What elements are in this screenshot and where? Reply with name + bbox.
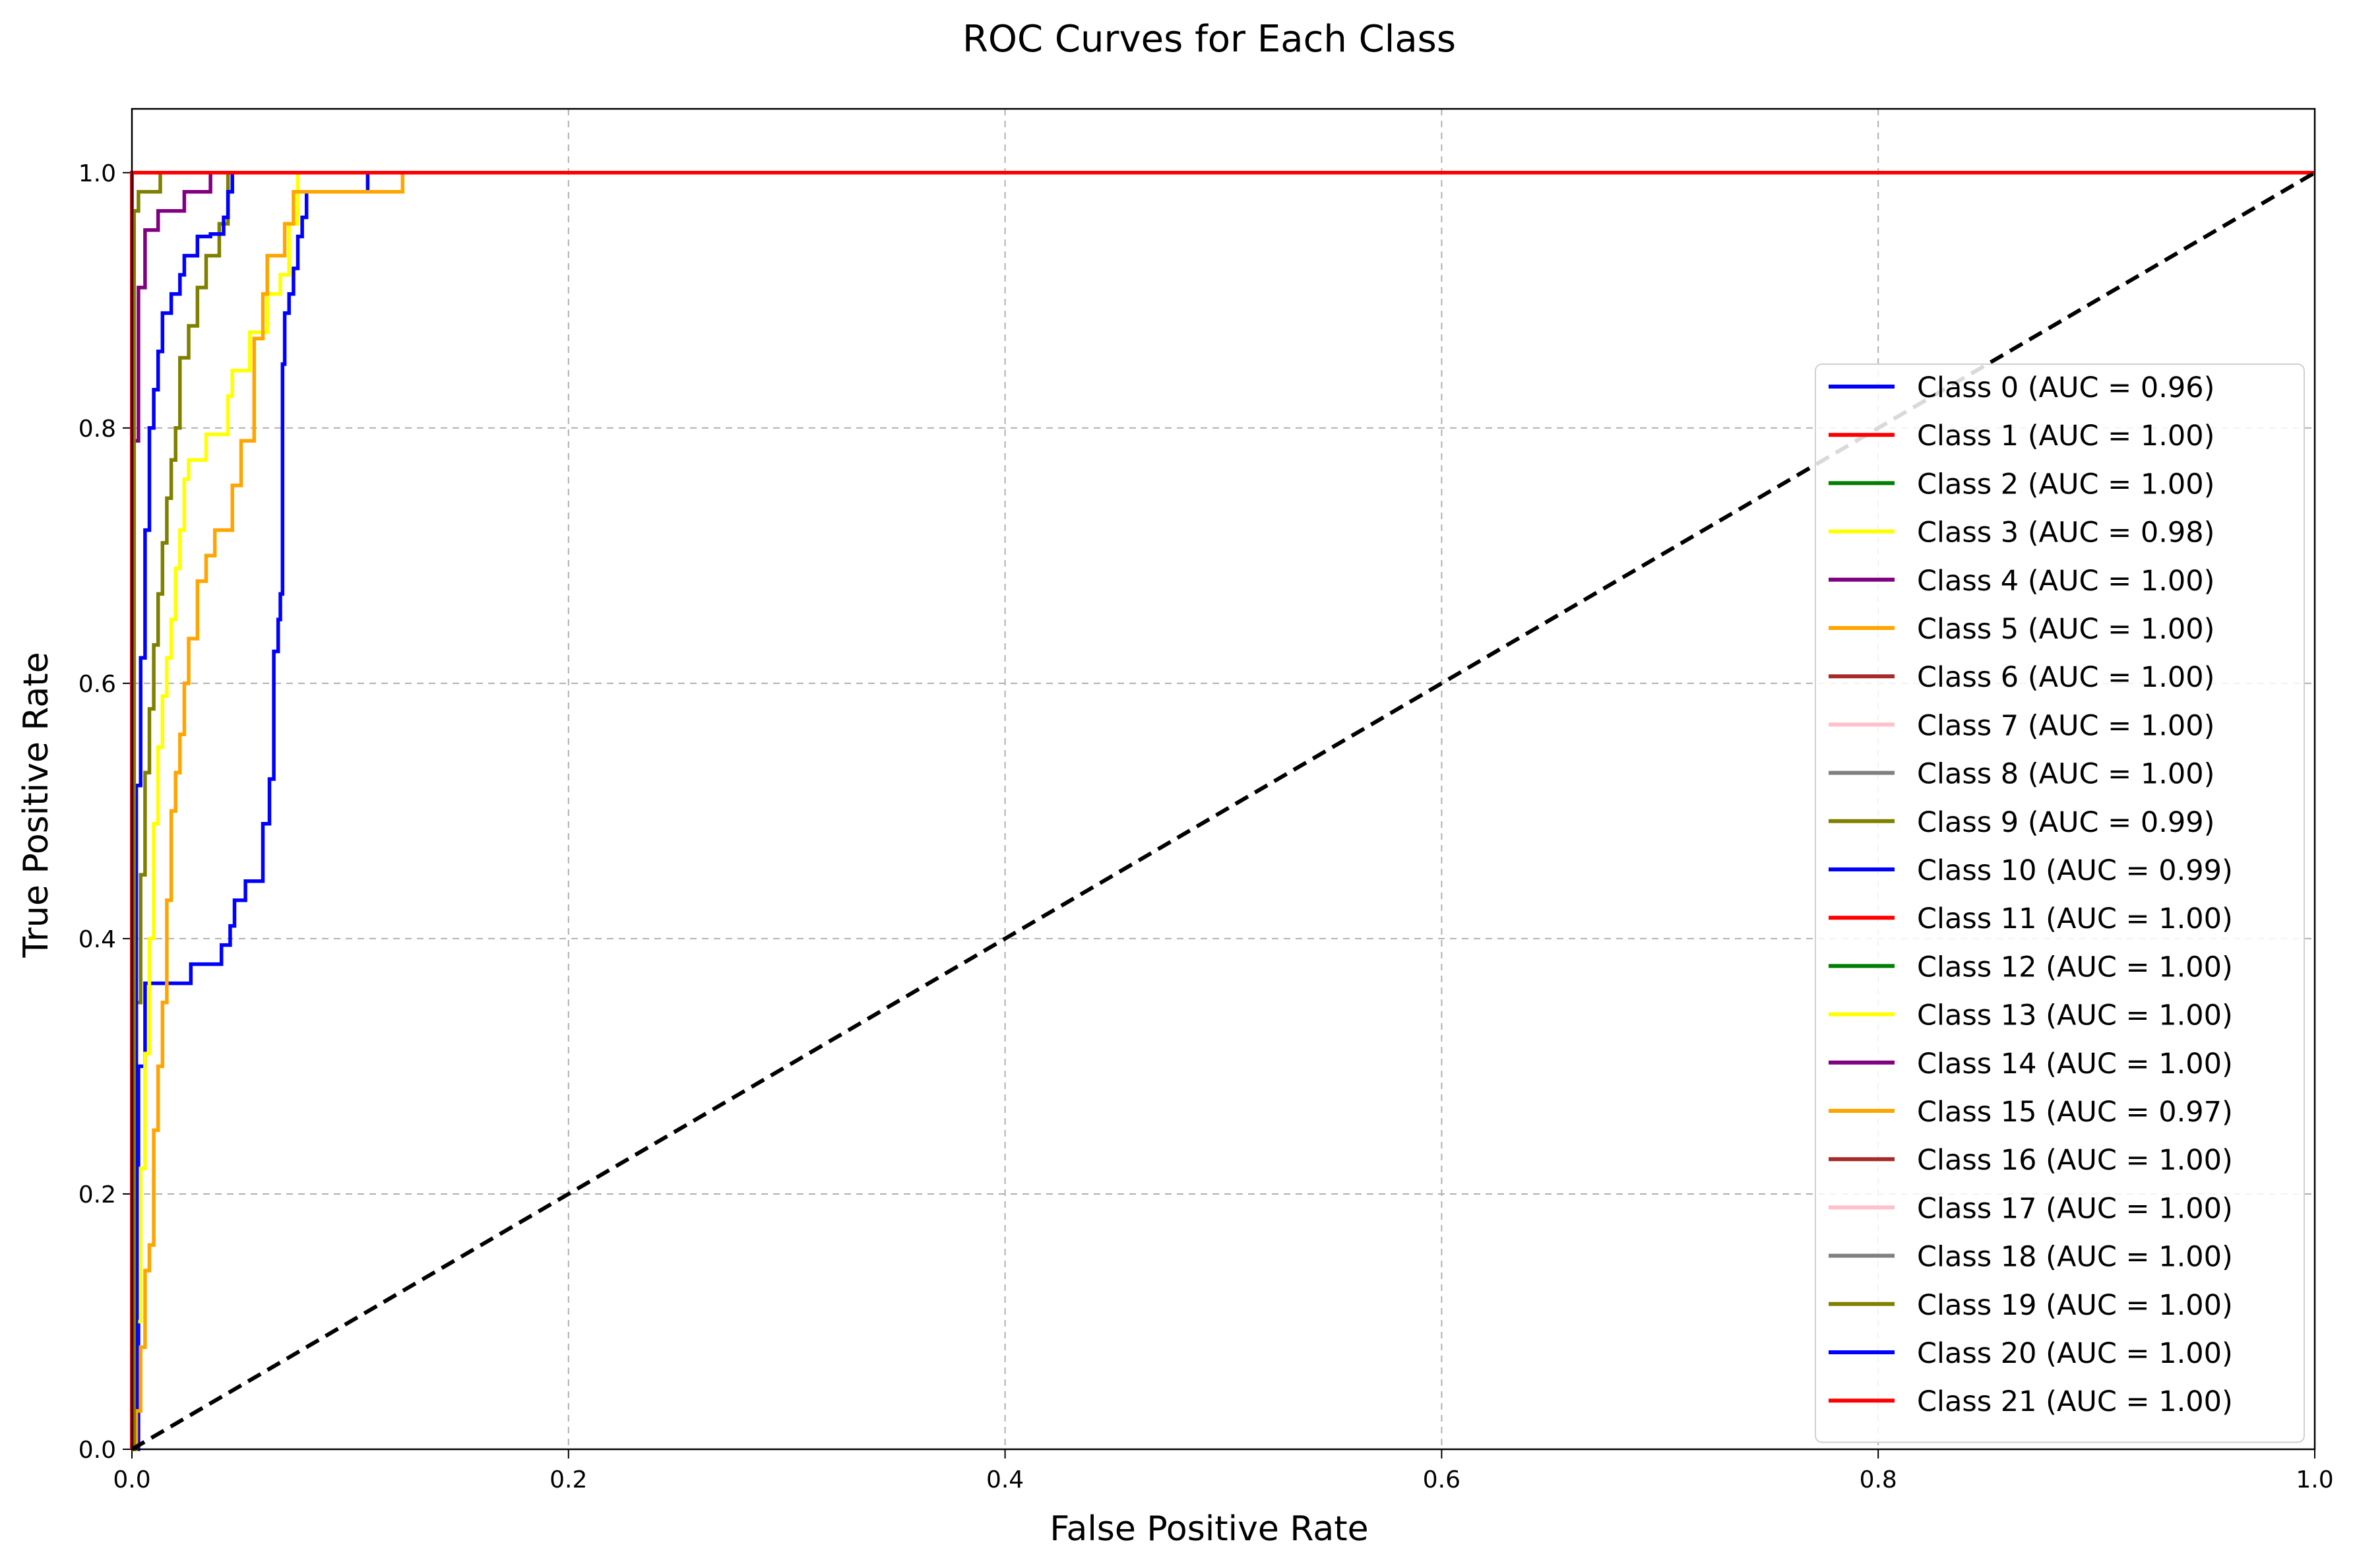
roc-line-class-15 [132,171,2315,1451]
x-tick-label: 0.0 [113,1466,150,1493]
legend-item: Class 6 (AUC = 1.00) [1829,661,2214,694]
legend-item: Class 3 (AUC = 0.98) [1829,517,2214,549]
chart-title: ROC Curves for Each Class [962,18,1456,61]
plot-frame [131,108,2316,1451]
legend-item: Class 8 (AUC = 1.00) [1829,758,2214,791]
x-axis-label: False Positive Rate [1050,1509,1368,1549]
legend-label: Class 20 (AUC = 1.00) [1917,1337,2233,1370]
legend-label: Class 4 (AUC = 1.00) [1917,565,2214,598]
legend-item: Class 15 (AUC = 0.97) [1829,1096,2233,1129]
legend-label: Class 6 (AUC = 1.00) [1917,661,2214,694]
legend-label: Class 13 (AUC = 1.00) [1917,999,2233,1032]
legend-box [1815,363,2305,1443]
y-tick-label: 0.0 [78,1437,116,1464]
legend-item: Class 17 (AUC = 1.00) [1829,1192,2233,1225]
roc-line-class-3 [132,171,2315,1451]
legend-label: Class 5 (AUC = 1.00) [1917,613,2214,646]
x-tick-label: 0.4 [986,1466,1024,1493]
legend-label: Class 0 (AUC = 0.96) [1917,371,2214,404]
legend-label: Class 8 (AUC = 1.00) [1917,758,2214,791]
legend-item: Class 14 (AUC = 1.00) [1829,1048,2233,1081]
x-tick-label: 0.8 [1860,1466,1897,1493]
legend-item: Class 16 (AUC = 1.00) [1829,1144,2233,1177]
legend-item: Class 19 (AUC = 1.00) [1829,1289,2233,1322]
y-tick-label: 0.2 [78,1181,116,1208]
y-tick-label: 1.0 [78,160,116,187]
y-tick-label: 0.8 [78,416,116,443]
legend-label: Class 1 (AUC = 1.00) [1917,420,2214,453]
roc-line-class-10 [132,171,2315,1451]
legend-item: Class 12 (AUC = 1.00) [1829,951,2233,984]
random-classifier-line [131,171,2316,1451]
legend-label: Class 12 (AUC = 1.00) [1917,951,2233,984]
legend-label: Class 3 (AUC = 0.98) [1917,517,2214,549]
legend: Class 0 (AUC = 0.96) Class 1 (AUC = 1.00)… [1815,363,2305,1443]
legend-item: Class 4 (AUC = 1.00) [1829,565,2214,598]
legend-item: Class 20 (AUC = 1.00) [1829,1337,2233,1370]
legend-label: Class 17 (AUC = 1.00) [1917,1192,2233,1225]
legend-label: Class 7 (AUC = 1.00) [1917,709,2214,742]
legend-item: Class 18 (AUC = 1.00) [1829,1241,2233,1274]
legend-item: Class 2 (AUC = 1.00) [1829,468,2214,501]
legend-label: Class 15 (AUC = 0.97) [1917,1096,2233,1129]
legend-label: Class 16 (AUC = 1.00) [1917,1144,2233,1177]
legend-label: Class 2 (AUC = 1.00) [1917,468,2214,501]
x-tick-label: 0.2 [550,1466,587,1493]
roc-line-class-0 [132,171,2315,1451]
legend-label: Class 14 (AUC = 1.00) [1917,1048,2233,1081]
legend-item: Class 5 (AUC = 1.00) [1829,613,2214,646]
axis-ticks: 0.0 0.2 0.4 0.6 0.8 1.0 0.0 0.2 0.4 0.6 0.8 1.0 [78,160,2334,1493]
legend-item: Class 0 (AUC = 0.96) [1829,371,2214,404]
legend-label: Class 9 (AUC = 0.99) [1917,806,2214,839]
legend-label: Class 18 (AUC = 1.00) [1917,1241,2233,1274]
legend-item: Class 10 (AUC = 0.99) [1829,854,2233,887]
legend-label: Class 21 (AUC = 1.00) [1917,1385,2233,1418]
x-tick-label: 0.6 [1423,1466,1460,1493]
y-tick-label: 0.6 [78,671,116,698]
legend-item: Class 21 (AUC = 1.00) [1829,1385,2233,1418]
roc-line-class-19 [132,171,2315,1451]
legend-label: Class 11 (AUC = 1.00) [1917,902,2233,935]
legend-item: Class 9 (AUC = 0.99) [1829,806,2214,839]
y-axis-label: True Positive Rate [16,652,56,958]
legend-label: Class 10 (AUC = 0.99) [1917,854,2233,887]
legend-item: Class 13 (AUC = 1.00) [1829,999,2233,1032]
roc-line-class-9 [132,171,2315,1451]
legend-item: Class 7 (AUC = 1.00) [1829,709,2214,742]
legend-item: Class 1 (AUC = 1.00) [1829,420,2214,453]
legend-item: Class 11 (AUC = 1.00) [1829,902,2233,935]
legend-label: Class 19 (AUC = 1.00) [1917,1289,2233,1322]
y-tick-label: 0.4 [78,926,116,953]
x-tick-label: 1.0 [2296,1466,2333,1493]
